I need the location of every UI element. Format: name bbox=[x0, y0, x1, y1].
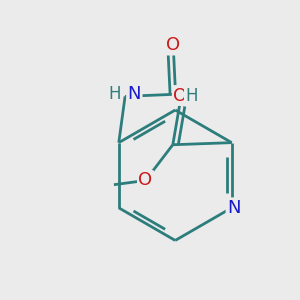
Text: H: H bbox=[185, 87, 198, 105]
Text: H: H bbox=[108, 85, 121, 103]
Text: N: N bbox=[128, 85, 141, 103]
Text: O: O bbox=[167, 36, 181, 54]
Text: N: N bbox=[227, 199, 241, 217]
Text: O: O bbox=[138, 172, 152, 190]
Text: O: O bbox=[173, 86, 188, 104]
